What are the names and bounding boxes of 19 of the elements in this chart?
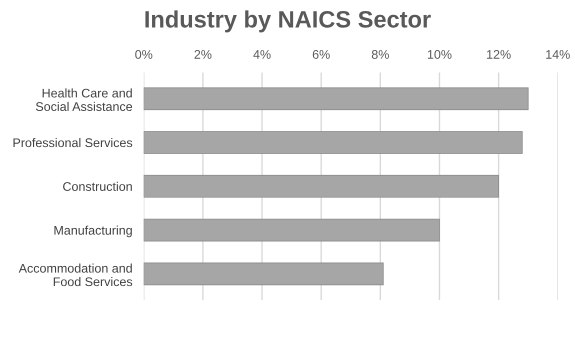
y-tick-label: Manufacturing <box>54 226 132 238</box>
x-tick-label: 8% <box>372 50 389 59</box>
x-tick-label: 12% <box>487 50 511 59</box>
bar <box>144 131 523 154</box>
chart-title: Industry by NAICS Sector <box>145 10 431 32</box>
x-tick-label: 2% <box>194 50 212 59</box>
y-tick-label: Construction <box>63 182 132 191</box>
x-tick-label: 14% <box>546 50 570 59</box>
bar <box>144 262 384 286</box>
x-tick-label: 6% <box>312 50 330 59</box>
y-tick-label: Health Care and Social Assistance <box>36 88 132 112</box>
bar <box>144 87 529 110</box>
y-tick-label: Professional Services <box>13 138 132 148</box>
x-tick-label: 0% <box>135 50 152 59</box>
y-tick-label: Accommodation and Food Services <box>18 264 132 286</box>
x-tick-label: 10% <box>428 50 452 59</box>
bar <box>144 218 440 242</box>
x-tick-label: 4% <box>253 50 271 59</box>
bar <box>144 174 500 198</box>
